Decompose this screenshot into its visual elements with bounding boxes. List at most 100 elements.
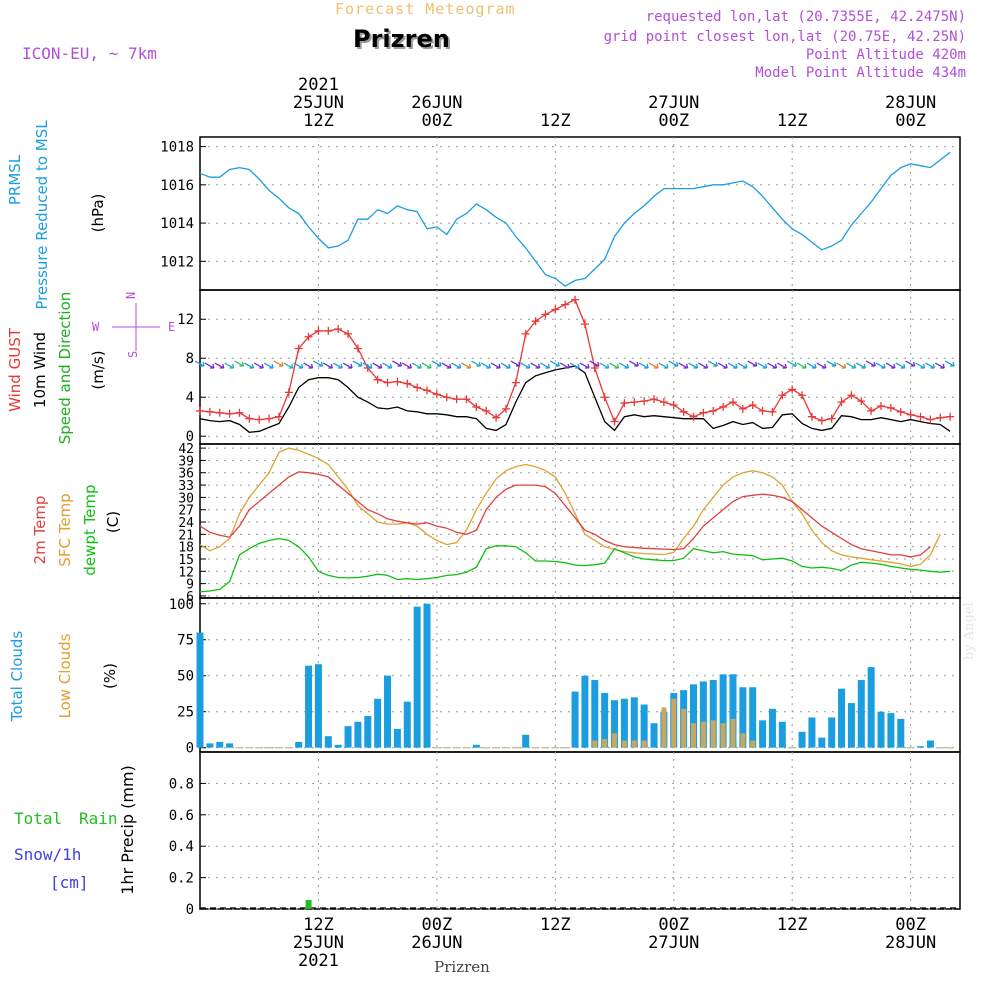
wind-direction-arrow — [855, 362, 866, 369]
total-cloud-bar — [522, 734, 530, 748]
y-tick-label: 0 — [186, 429, 194, 445]
low-cloud-bar — [700, 721, 706, 748]
gust-marker — [274, 412, 283, 421]
gust-marker — [699, 408, 708, 417]
x-tick-label-bottom: 25JUN — [293, 933, 344, 953]
gust-marker — [709, 406, 718, 415]
wind-direction-arrow — [648, 362, 659, 369]
total-cloud-bar — [364, 716, 372, 748]
total-cloud-bar — [808, 717, 816, 748]
gust-marker — [857, 397, 866, 406]
x-tick-label-top: 25JUN — [293, 93, 344, 113]
y-tick-label: 42 — [178, 442, 194, 457]
x-tick-label-bottom: 12Z — [540, 915, 571, 935]
x-tick-label-top: 28JUN — [885, 93, 936, 113]
wind-direction-arrow — [589, 360, 600, 367]
gust-marker — [758, 406, 767, 415]
x-tick-label-top: 12Z — [303, 111, 334, 131]
y-tick-label: 4 — [186, 390, 194, 406]
total-cloud-bar — [591, 680, 599, 748]
gust-label: Wind GUST — [6, 327, 24, 412]
wind-direction-arrow — [401, 362, 412, 369]
gust-marker — [748, 401, 757, 410]
wind-direction-arrow — [471, 360, 481, 367]
gust-marker — [679, 407, 688, 416]
wind-direction-arrow — [461, 362, 472, 369]
total-cloud-bar — [690, 684, 697, 748]
gust-marker — [886, 403, 895, 412]
wind-direction-arrow — [500, 362, 511, 369]
y-tick-label: 0 — [186, 741, 194, 757]
wind-direction-arrow — [421, 362, 432, 369]
wind-direction-arrow — [796, 362, 807, 369]
wind-direction-arrow — [559, 362, 570, 369]
wind-direction-arrow — [944, 360, 955, 367]
total-clouds-label: Total Clouds — [8, 631, 26, 723]
pressure-line — [199, 151, 951, 287]
total-cloud-bar — [384, 675, 392, 748]
wind-direction-arrow — [234, 360, 245, 367]
y-tick-label: 0.2 — [169, 871, 194, 887]
gust-marker — [472, 402, 481, 411]
gust-marker — [225, 409, 234, 418]
y-tick-label: 30 — [178, 491, 194, 506]
x-tick-label-bottom: 00Z — [658, 915, 689, 935]
low-cloud-bar — [671, 698, 677, 748]
wind-direction-arrow — [767, 362, 778, 369]
gust-marker — [423, 386, 432, 395]
gust-marker — [492, 413, 501, 422]
x-tick-label-top: 12Z — [777, 111, 808, 131]
total-cloud-bar — [897, 718, 905, 748]
total-cloud-bar — [640, 704, 648, 748]
wind-direction-arrow — [875, 362, 886, 369]
gust-marker — [196, 406, 204, 415]
gust-marker — [353, 344, 362, 353]
gust-marker — [580, 320, 589, 329]
wind-direction-arrow — [411, 362, 422, 369]
gust-marker — [442, 393, 451, 402]
wind-direction-arrow — [530, 362, 541, 369]
total-cloud-bar — [196, 632, 204, 748]
total-cloud-bar — [729, 674, 737, 748]
dewpt-temp-line — [199, 537, 951, 593]
y-tick-label: 1018 — [160, 140, 194, 156]
panel-frame — [199, 597, 961, 753]
y-tick-label: 0.6 — [169, 808, 194, 824]
wind-speed-line — [199, 365, 951, 433]
y-tick-label: 50 — [177, 669, 194, 685]
gust-marker — [541, 310, 550, 319]
total-cloud-bar — [709, 680, 717, 748]
wind-direction-arrow — [915, 362, 926, 369]
total-cloud-bar — [818, 737, 826, 748]
wind-direction-arrow — [836, 362, 847, 369]
low-cloud-bar — [750, 740, 756, 748]
wind-direction-arrow — [510, 360, 521, 367]
wind-direction-arrow — [747, 360, 758, 367]
wind-gust-line — [199, 298, 951, 424]
y-tick-label: 18 — [178, 541, 194, 556]
wind-direction-arrow — [441, 362, 452, 369]
wind-direction-arrow — [382, 362, 393, 369]
chart-title: Prizren — [353, 25, 450, 53]
wind-direction-arrow — [362, 362, 373, 369]
gust-marker — [906, 410, 915, 419]
low-cloud-bar — [720, 723, 726, 748]
low-cloud-bar — [691, 723, 696, 748]
footer-location: Prizren — [434, 958, 490, 976]
gust-marker — [511, 378, 520, 387]
y-tick-label: 1014 — [160, 216, 194, 232]
x-tick-label-bottom: 00Z — [895, 915, 926, 935]
wind-direction-arrow — [569, 362, 580, 369]
total-cloud-bar — [699, 681, 707, 748]
wind-direction-arrow — [352, 360, 363, 367]
gust-marker — [590, 363, 599, 372]
y-tick-label: 12 — [177, 312, 194, 328]
total-cloud-bar — [798, 731, 806, 748]
gust-marker — [255, 415, 264, 424]
gust-marker — [640, 397, 649, 406]
x-tick-label-bottom: 12Z — [303, 915, 334, 935]
model-altitude: Model Point Altitude 434m — [755, 65, 966, 81]
wind-direction-arrow — [806, 362, 817, 369]
low-clouds-label: Low Clouds — [56, 633, 74, 718]
